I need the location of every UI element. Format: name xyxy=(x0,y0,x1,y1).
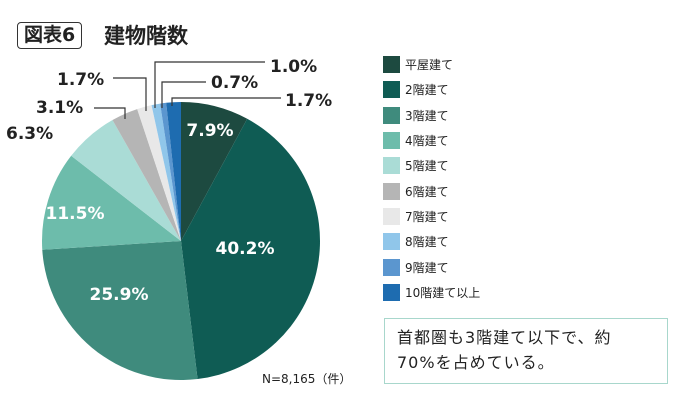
slice-label: 0.7% xyxy=(211,73,258,93)
legend: 平屋建て 2階建て 3階建て 4階建て 5階建て 6階建て 7階建て 8階建て 9階建て 10階建… xyxy=(383,52,480,305)
leader-line xyxy=(94,107,126,119)
legend-item: 平屋建て xyxy=(383,52,480,77)
legend-label: 2階建て xyxy=(405,83,449,98)
pie-slice xyxy=(42,155,182,250)
leader-line xyxy=(113,77,147,111)
leader-line xyxy=(154,61,265,108)
legend-label: 4階建て xyxy=(405,134,449,149)
pie-slice xyxy=(166,102,181,241)
note-line-1: 首都圏も3階建て以下で、約 xyxy=(397,328,612,347)
slice-label: 3.1% xyxy=(36,98,83,118)
pie-slice xyxy=(137,105,181,241)
pie-slice xyxy=(181,118,320,380)
legend-swatch xyxy=(383,207,400,225)
legend-label: 5階建て xyxy=(405,159,449,174)
note-box: 首都圏も3階建て以下で、約 70%を占めている。 xyxy=(384,318,668,384)
note-line-2: 70%を占めている。 xyxy=(397,353,555,372)
chart-title: 建物階数 xyxy=(104,24,188,48)
legend-item: 2階建て xyxy=(383,77,480,102)
legend-swatch xyxy=(383,258,400,276)
leader-line xyxy=(161,81,206,108)
legend-item: 6階建て xyxy=(383,178,480,203)
slice-label: 1.0% xyxy=(270,57,317,77)
legend-swatch xyxy=(383,157,400,175)
pie-slice xyxy=(160,102,181,241)
legend-item: 4階建て xyxy=(383,128,480,153)
legend-label: 9階建て xyxy=(405,260,449,275)
legend-swatch xyxy=(383,182,400,200)
legend-label: 10階建て以上 xyxy=(405,285,481,300)
slice-label: 40.2% xyxy=(216,239,275,259)
legend-item: 5階建て xyxy=(383,153,480,178)
legend-swatch xyxy=(383,132,400,150)
legend-swatch xyxy=(383,56,400,74)
legend-swatch xyxy=(383,283,400,301)
pie-slice xyxy=(112,109,181,241)
legend-swatch xyxy=(383,81,400,99)
legend-item: 9階建て xyxy=(383,254,480,279)
legend-swatch xyxy=(383,233,400,251)
sample-size: N=8,165（件） xyxy=(262,372,351,386)
legend-swatch xyxy=(383,106,400,124)
legend-label: 3階建て xyxy=(405,108,449,123)
legend-item: 7階建て xyxy=(383,204,480,229)
slice-label: 1.7% xyxy=(285,91,332,111)
legend-item: 3階建て xyxy=(383,103,480,128)
legend-item: 10階建て以上 xyxy=(383,280,480,305)
slice-label: 1.7% xyxy=(57,70,104,90)
slice-label: 25.9% xyxy=(90,285,149,305)
leader-line xyxy=(171,97,281,106)
pie-slice xyxy=(181,102,248,241)
legend-item: 8階建て xyxy=(383,229,480,254)
slice-label: 7.9% xyxy=(186,121,233,141)
legend-label: 6階建て xyxy=(405,184,449,199)
slice-label: 6.3% xyxy=(6,124,53,144)
pie-slice xyxy=(151,103,181,241)
figure-label: 図表6 xyxy=(17,22,83,49)
pie-slice xyxy=(42,241,198,380)
legend-label: 8階建て xyxy=(405,235,449,250)
pie-slice xyxy=(71,120,181,241)
legend-label: 平屋建て xyxy=(405,58,454,73)
slice-label: 11.5% xyxy=(46,204,105,224)
legend-label: 7階建て xyxy=(405,209,449,224)
